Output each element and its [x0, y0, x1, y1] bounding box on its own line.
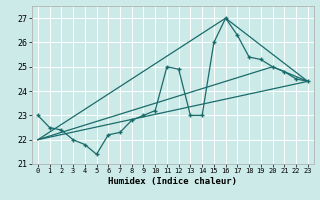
X-axis label: Humidex (Indice chaleur): Humidex (Indice chaleur) — [108, 177, 237, 186]
